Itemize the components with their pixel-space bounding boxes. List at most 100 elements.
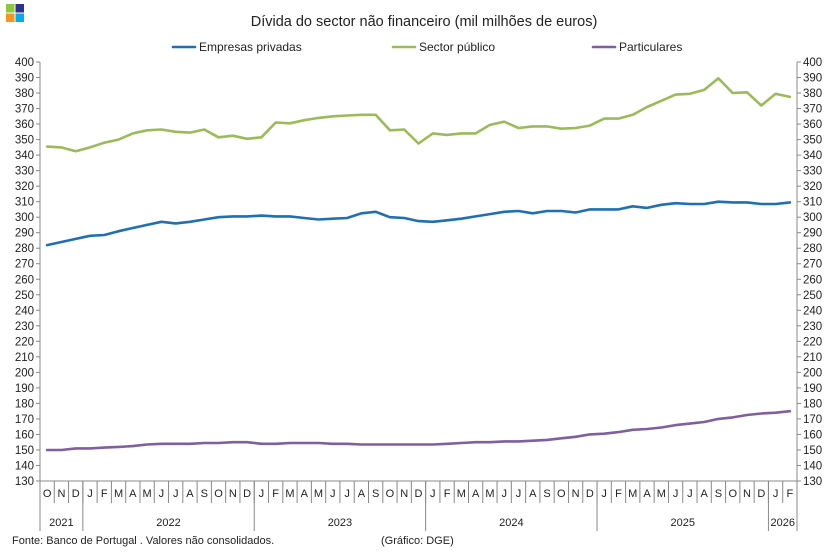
chart-credit: (Gráfico: DGE): [381, 535, 454, 547]
x-tick-label-month: S: [201, 488, 208, 500]
y-tick-label-left: 300: [15, 212, 34, 224]
y-tick-label-right: 160: [803, 429, 822, 441]
y-tick-label-left: 130: [15, 476, 34, 488]
x-tick-label-month: M: [314, 488, 323, 500]
y-tick-label-left: 320: [15, 181, 34, 193]
chart-title: Dívida do sector não financeiro (mil mil…: [251, 14, 598, 30]
y-tick-label-right: 240: [803, 305, 822, 317]
chart-axes: 130 130 140 140 150 150 160 160 170 170 180 180 190 1…: [15, 57, 822, 531]
x-tick-label-month: O: [43, 488, 52, 500]
x-tick-label-month: O: [386, 488, 395, 500]
x-tick-label-month: F: [444, 488, 451, 500]
x-tick-label-month: N: [743, 488, 751, 500]
y-tick-label-left: 140: [15, 460, 34, 472]
x-tick-label-month: O: [557, 488, 566, 500]
source-note: Fonte: Banco de Portugal . Valores não c…: [12, 535, 275, 547]
legend-label: Particulares: [619, 40, 682, 54]
y-tick-label-right: 330: [803, 166, 822, 178]
y-tick-label-left: 230: [15, 321, 34, 333]
x-tick-label-month: J: [773, 488, 779, 500]
y-tick-label-left: 340: [15, 150, 34, 162]
y-tick-label-right: 270: [803, 259, 822, 271]
y-tick-label-left: 390: [15, 73, 34, 85]
x-tick-label-year: 2026: [770, 517, 794, 529]
y-tick-label-left: 400: [15, 57, 34, 69]
x-tick-label-month: O: [728, 488, 737, 500]
x-tick-label-month: J: [501, 488, 507, 500]
y-tick-label-left: 170: [15, 414, 34, 426]
x-tick-label-month: A: [358, 488, 366, 500]
y-tick-label-right: 130: [803, 476, 822, 488]
y-tick-label-left: 280: [15, 243, 34, 255]
x-tick-label-month: M: [143, 488, 152, 500]
y-tick-label-right: 210: [803, 352, 822, 364]
chart-series: [45, 77, 792, 452]
y-tick-label-left: 200: [15, 367, 34, 379]
x-tick-label-month: M: [657, 488, 666, 500]
x-tick-label-month: J: [516, 488, 522, 500]
y-tick-label-right: 360: [803, 119, 822, 131]
y-tick-label-right: 250: [803, 290, 822, 302]
x-tick-label-month: D: [415, 488, 423, 500]
y-tick-label-right: 170: [803, 414, 822, 426]
y-tick-label-left: 290: [15, 228, 34, 240]
series-line-sector-p-blico: [45, 77, 792, 153]
x-tick-label-month: J: [173, 488, 179, 500]
y-tick-label-right: 370: [803, 104, 822, 116]
chart-legend: Empresas privadas Sector público Particula…: [171, 40, 682, 54]
x-tick-label-month: F: [615, 488, 622, 500]
x-tick-label-month: A: [129, 488, 137, 500]
y-tick-label-right: 380: [803, 88, 822, 100]
y-tick-label-left: 370: [15, 104, 34, 116]
x-tick-label-year: 2024: [499, 517, 523, 529]
y-tick-label-left: 260: [15, 274, 34, 286]
series-line-empresas-privadas: [45, 200, 792, 247]
y-tick-label-left: 310: [15, 197, 34, 209]
y-tick-label-right: 300: [803, 212, 822, 224]
y-tick-label-left: 270: [15, 259, 34, 271]
x-tick-label-month: F: [786, 488, 793, 500]
x-tick-label-month: F: [272, 488, 279, 500]
x-tick-label-month: M: [628, 488, 637, 500]
x-tick-label-month: D: [72, 488, 80, 500]
dge-logo: [6, 4, 24, 22]
y-tick-label-right: 340: [803, 150, 822, 162]
y-tick-label-right: 400: [803, 57, 822, 69]
x-tick-label-month: D: [243, 488, 251, 500]
x-tick-label-month: A: [529, 488, 537, 500]
y-tick-label-right: 140: [803, 460, 822, 472]
x-tick-label-month: J: [430, 488, 436, 500]
x-tick-label-month: D: [586, 488, 594, 500]
x-tick-label-month: F: [101, 488, 108, 500]
x-tick-label-month: N: [57, 488, 65, 500]
y-tick-label-right: 230: [803, 321, 822, 333]
y-tick-label-right: 290: [803, 228, 822, 240]
x-tick-label-year: 2021: [49, 517, 73, 529]
x-tick-label-month: J: [344, 488, 350, 500]
logo-square-orange: [6, 13, 15, 22]
y-tick-label-right: 200: [803, 367, 822, 379]
y-tick-label-left: 240: [15, 305, 34, 317]
x-tick-label-month: A: [472, 488, 480, 500]
x-tick-label-month: N: [400, 488, 408, 500]
y-tick-label-left: 210: [15, 352, 34, 364]
x-tick-label-month: N: [229, 488, 237, 500]
x-tick-label-month: M: [114, 488, 123, 500]
y-tick-label-right: 310: [803, 197, 822, 209]
x-tick-label-month: M: [457, 488, 466, 500]
x-tick-label-year: 2023: [328, 517, 352, 529]
x-tick-label-month: M: [485, 488, 494, 500]
x-tick-label-month: N: [572, 488, 580, 500]
x-tick-label-month: J: [259, 488, 265, 500]
y-tick-label-right: 150: [803, 445, 822, 457]
x-tick-label-month: A: [301, 488, 309, 500]
y-tick-label-right: 390: [803, 73, 822, 85]
legend-label: Empresas privadas: [199, 40, 302, 54]
legend-label: Sector público: [419, 40, 495, 54]
y-tick-label-right: 320: [803, 181, 822, 193]
logo-square-green: [6, 4, 15, 13]
x-tick-label-month: J: [330, 488, 336, 500]
y-tick-label-left: 160: [15, 429, 34, 441]
x-tick-label-month: S: [543, 488, 550, 500]
